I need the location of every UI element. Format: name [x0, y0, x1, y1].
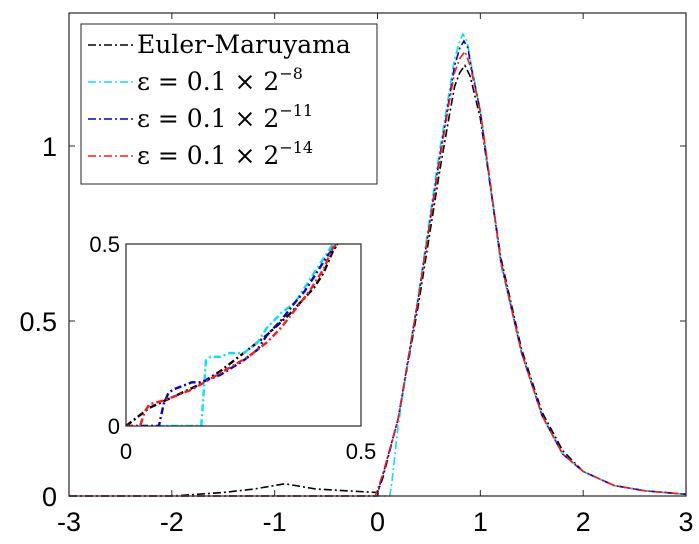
legend-label-2: ε = 0.1 × 2−11	[137, 101, 313, 133]
legend-label-3: ε = 0.1 × 2−14	[137, 138, 313, 170]
legend: Euler-Maruyama ε = 0.1 × 2−8 ε = 0.1 × 2−1…	[80, 23, 378, 185]
inset-series-line-1	[126, 244, 338, 426]
inset-background	[126, 244, 361, 426]
y-tick-label: 0.5	[19, 307, 57, 337]
inset-x-tick-label: 0	[120, 439, 132, 464]
inset-y-tick-label: 0.5	[89, 232, 120, 257]
series-line-3	[69, 49, 687, 497]
x-tick-label: -2	[160, 507, 184, 537]
x-tick-label: 1	[473, 507, 488, 537]
inset-axes-box	[125, 243, 362, 427]
x-tick-label: -1	[263, 507, 287, 537]
legend-label-0: Euler-Maruyama	[137, 30, 351, 59]
inset-ticks-group: 0 0.5 0 0.5	[89, 232, 376, 464]
inset-y-tick-label: 0	[108, 414, 120, 439]
legend-box	[80, 23, 378, 185]
inset-series-line-2	[126, 244, 339, 426]
x-tick-label: 2	[576, 507, 591, 537]
inset-plot: 0 0.5 0 0.5	[89, 232, 376, 464]
inset-series-group	[126, 244, 339, 426]
x-tick-label: 0	[370, 507, 385, 537]
main-series-group	[69, 32, 687, 497]
y-tick-label: 0	[42, 482, 57, 512]
y-tick-label: 1	[42, 132, 57, 162]
main-ticks-group: -3 -2 -1 0 1 2 3 0 0.5 1	[19, 13, 694, 537]
legend-label-1: ε = 0.1 × 2−8	[137, 64, 303, 96]
inset-series-line-3	[126, 244, 339, 426]
series-line-0	[69, 63, 687, 497]
x-tick-label: -3	[57, 507, 81, 537]
legend-entries: Euler-Maruyama ε = 0.1 × 2−8 ε = 0.1 × 2−1…	[88, 30, 351, 170]
inset-x-tick-label: 0.5	[346, 439, 377, 464]
x-tick-label: 3	[678, 507, 693, 537]
